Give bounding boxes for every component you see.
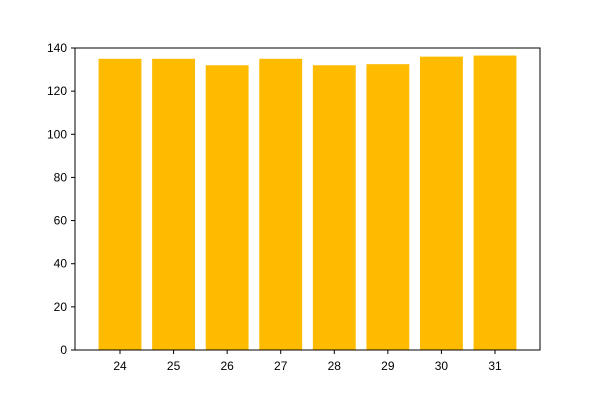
- x-axis: 24 25 26 27 28 29 30 31: [113, 350, 502, 373]
- bar-31: [473, 55, 517, 351]
- x-tick-label: 31: [488, 359, 502, 373]
- y-tick-label: 120: [47, 84, 67, 98]
- x-tick-label: 26: [220, 359, 234, 373]
- y-tick-label: 100: [47, 127, 67, 141]
- bars-group: [98, 55, 517, 351]
- y-axis: 0 20 40 60 80 100 120 140: [47, 41, 75, 357]
- plot-frame: [74, 47, 541, 351]
- y-tick-label: 80: [54, 170, 68, 184]
- x-tick-label: 25: [167, 359, 181, 373]
- bar-27: [259, 58, 303, 351]
- x-tick-label: 27: [274, 359, 288, 373]
- bar-28: [312, 65, 356, 350]
- y-tick-label: 0: [60, 343, 67, 357]
- bar-25: [152, 58, 195, 351]
- x-tick-label: 29: [381, 359, 395, 373]
- bar-30: [420, 56, 463, 350]
- bar-26: [205, 65, 249, 350]
- bar-29: [366, 64, 410, 350]
- x-tick-label: 24: [113, 359, 127, 373]
- x-tick-label: 30: [435, 359, 449, 373]
- y-tick-label: 20: [54, 300, 68, 314]
- y-tick-label: 40: [54, 257, 68, 271]
- x-tick-label: 28: [328, 359, 342, 373]
- y-tick-label: 60: [54, 214, 68, 228]
- y-tick-label: 140: [47, 41, 67, 55]
- bar-24: [98, 58, 142, 351]
